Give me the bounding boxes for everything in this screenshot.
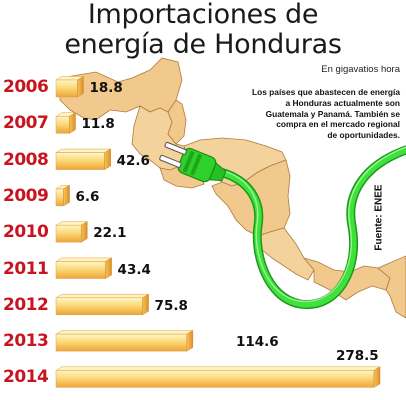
year-label-2009: 2009: [3, 185, 49, 206]
bar-side-2010: [80, 221, 88, 243]
value-label-2009: 6.6: [75, 188, 100, 205]
bar-top-2013: [55, 330, 194, 335]
cable-wire-shine: [220, 146, 406, 303]
annotation-line: Guatemala y Panamá. También se: [265, 108, 400, 119]
value-label-2013: 114.6: [236, 334, 279, 351]
plug-prong: [164, 141, 187, 155]
map-colombia: [377, 255, 406, 319]
bar-2012: [55, 297, 143, 316]
annotation-line: Los países que abastecen de energía: [251, 87, 400, 97]
value-label-2008: 42.6: [116, 152, 150, 169]
bar-side-2014: [373, 366, 381, 388]
year-label-2007: 2007: [3, 113, 49, 134]
plug: [159, 141, 227, 183]
value-label-2010: 22.1: [93, 225, 127, 242]
map-belize: [167, 99, 187, 145]
bar-series: [55, 75, 381, 388]
year-label-2010: 2010: [3, 222, 49, 243]
plug-prong: [159, 154, 182, 168]
plug-ridge: [182, 150, 195, 173]
value-label-2007: 11.8: [81, 116, 115, 133]
bar-2013: [55, 333, 188, 352]
unit-label: En gigavatios hora: [321, 64, 400, 75]
bar-2008: [55, 152, 105, 170]
bar-2006: [55, 79, 78, 98]
bar-top-2014: [55, 366, 381, 371]
chart-title-line1: Importaciones de: [87, 0, 319, 30]
bar-2007: [55, 116, 70, 134]
annotation-line: de oportunidades.: [327, 130, 400, 141]
annotation-line: compra en el mercado regional: [276, 119, 400, 130]
plug-ridge: [190, 153, 203, 176]
bar-2010: [55, 224, 82, 243]
source-label: Fuente: ENEE: [373, 184, 385, 251]
value-label-2012: 75.8: [154, 297, 188, 314]
value-label-2006: 18.8: [89, 80, 123, 96]
bar-side-2007: [69, 112, 76, 134]
year-label-2013: 2013: [3, 331, 49, 352]
map-costa-rica: [257, 227, 315, 281]
bar-side-2011: [105, 257, 112, 279]
chart-title-line2: energía de Honduras: [64, 29, 342, 60]
value-label-2014: 278.5: [336, 348, 379, 365]
year-label-2008: 2008: [3, 149, 49, 170]
plug-neck: [208, 162, 227, 182]
bar-side-2013: [186, 330, 194, 352]
annotation-text: Los países que abastecen de energía a Ho…: [218, 87, 400, 141]
bar-2014: [55, 370, 375, 388]
value-label-2011: 43.4: [117, 261, 151, 278]
bar-side-2012: [142, 293, 149, 316]
year-label-2014: 2014: [3, 367, 49, 388]
bar-top-2008: [55, 148, 112, 153]
power-cable: [159, 141, 406, 310]
year-label-2006: 2006: [3, 77, 49, 97]
annotation-line: a Honduras actualmente son: [285, 97, 401, 108]
year-label-2011: 2011: [3, 258, 49, 279]
bar-side-2009: [63, 184, 70, 207]
bar-side-2008: [104, 148, 111, 171]
bar-side-2006: [77, 75, 84, 98]
year-label-2012: 2012: [3, 294, 49, 315]
bar-top-2011: [55, 257, 113, 262]
bar-2009: [55, 188, 64, 207]
bar-2011: [55, 261, 106, 279]
bar-top-2012: [55, 293, 150, 299]
